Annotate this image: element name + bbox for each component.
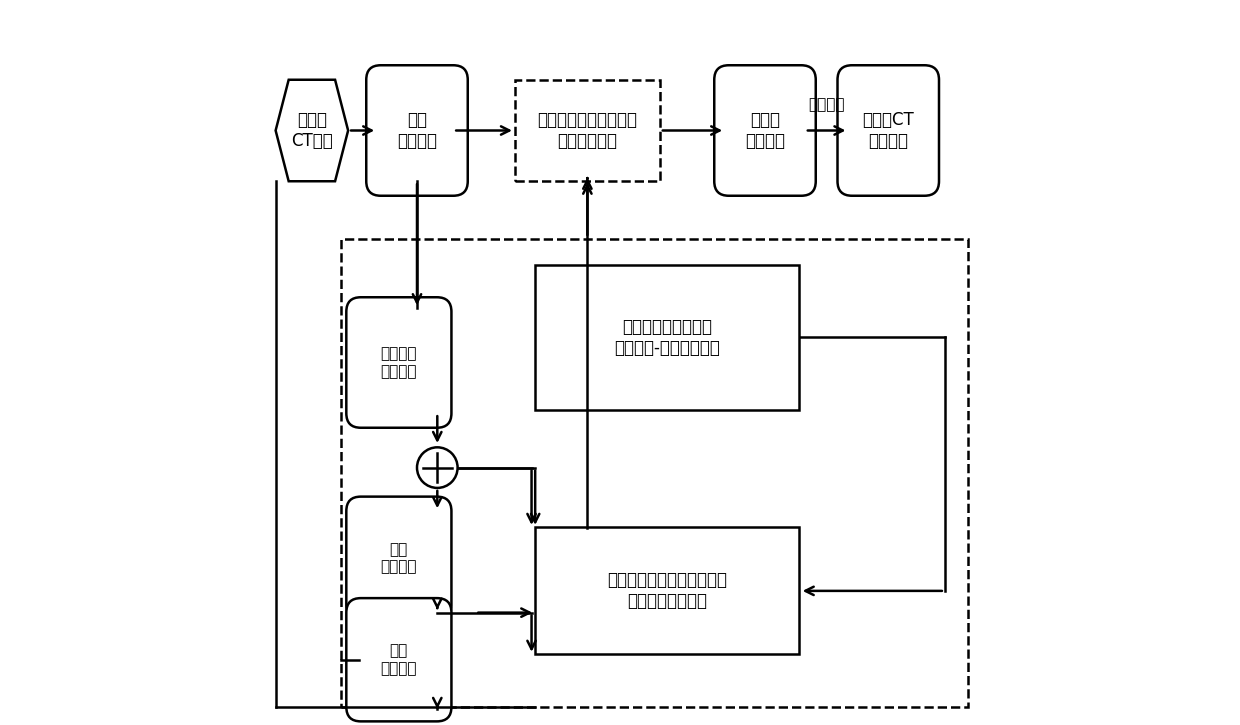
FancyBboxPatch shape: [837, 65, 939, 196]
FancyBboxPatch shape: [366, 65, 467, 196]
Text: 投影数据
统计特性: 投影数据 统计特性: [381, 347, 417, 378]
Bar: [534, 528, 800, 654]
Text: 构建加权阿尔法散度约束的
投影数据恢复模型: 构建加权阿尔法散度约束的 投影数据恢复模型: [608, 571, 727, 610]
Text: 获取
系统参数: 获取 系统参数: [381, 644, 417, 676]
Bar: [515, 80, 660, 181]
Text: 原始
投影数据: 原始 投影数据: [397, 111, 436, 150]
FancyBboxPatch shape: [346, 497, 451, 620]
Text: 恢复的
投影数据: 恢复的 投影数据: [745, 111, 785, 150]
Polygon shape: [275, 80, 348, 181]
Text: 解析重建: 解析重建: [808, 97, 844, 112]
Text: 求解模型目标函数，
建立高斯-塞德尔迭代式: 求解模型目标函数， 建立高斯-塞德尔迭代式: [614, 318, 720, 357]
Text: 低剂量
CT扫描: 低剂量 CT扫描: [291, 111, 332, 150]
FancyBboxPatch shape: [346, 297, 451, 428]
FancyBboxPatch shape: [346, 598, 451, 721]
Bar: [534, 265, 800, 410]
FancyBboxPatch shape: [714, 65, 816, 196]
Text: 构建
权重因子: 构建 权重因子: [381, 542, 417, 574]
Text: 低剂量CT
重建图像: 低剂量CT 重建图像: [862, 111, 914, 150]
Bar: [341, 239, 968, 707]
Circle shape: [417, 447, 458, 488]
Text: 加权阿尔法散度约束的
投影数据恢复: 加权阿尔法散度约束的 投影数据恢复: [537, 111, 637, 150]
